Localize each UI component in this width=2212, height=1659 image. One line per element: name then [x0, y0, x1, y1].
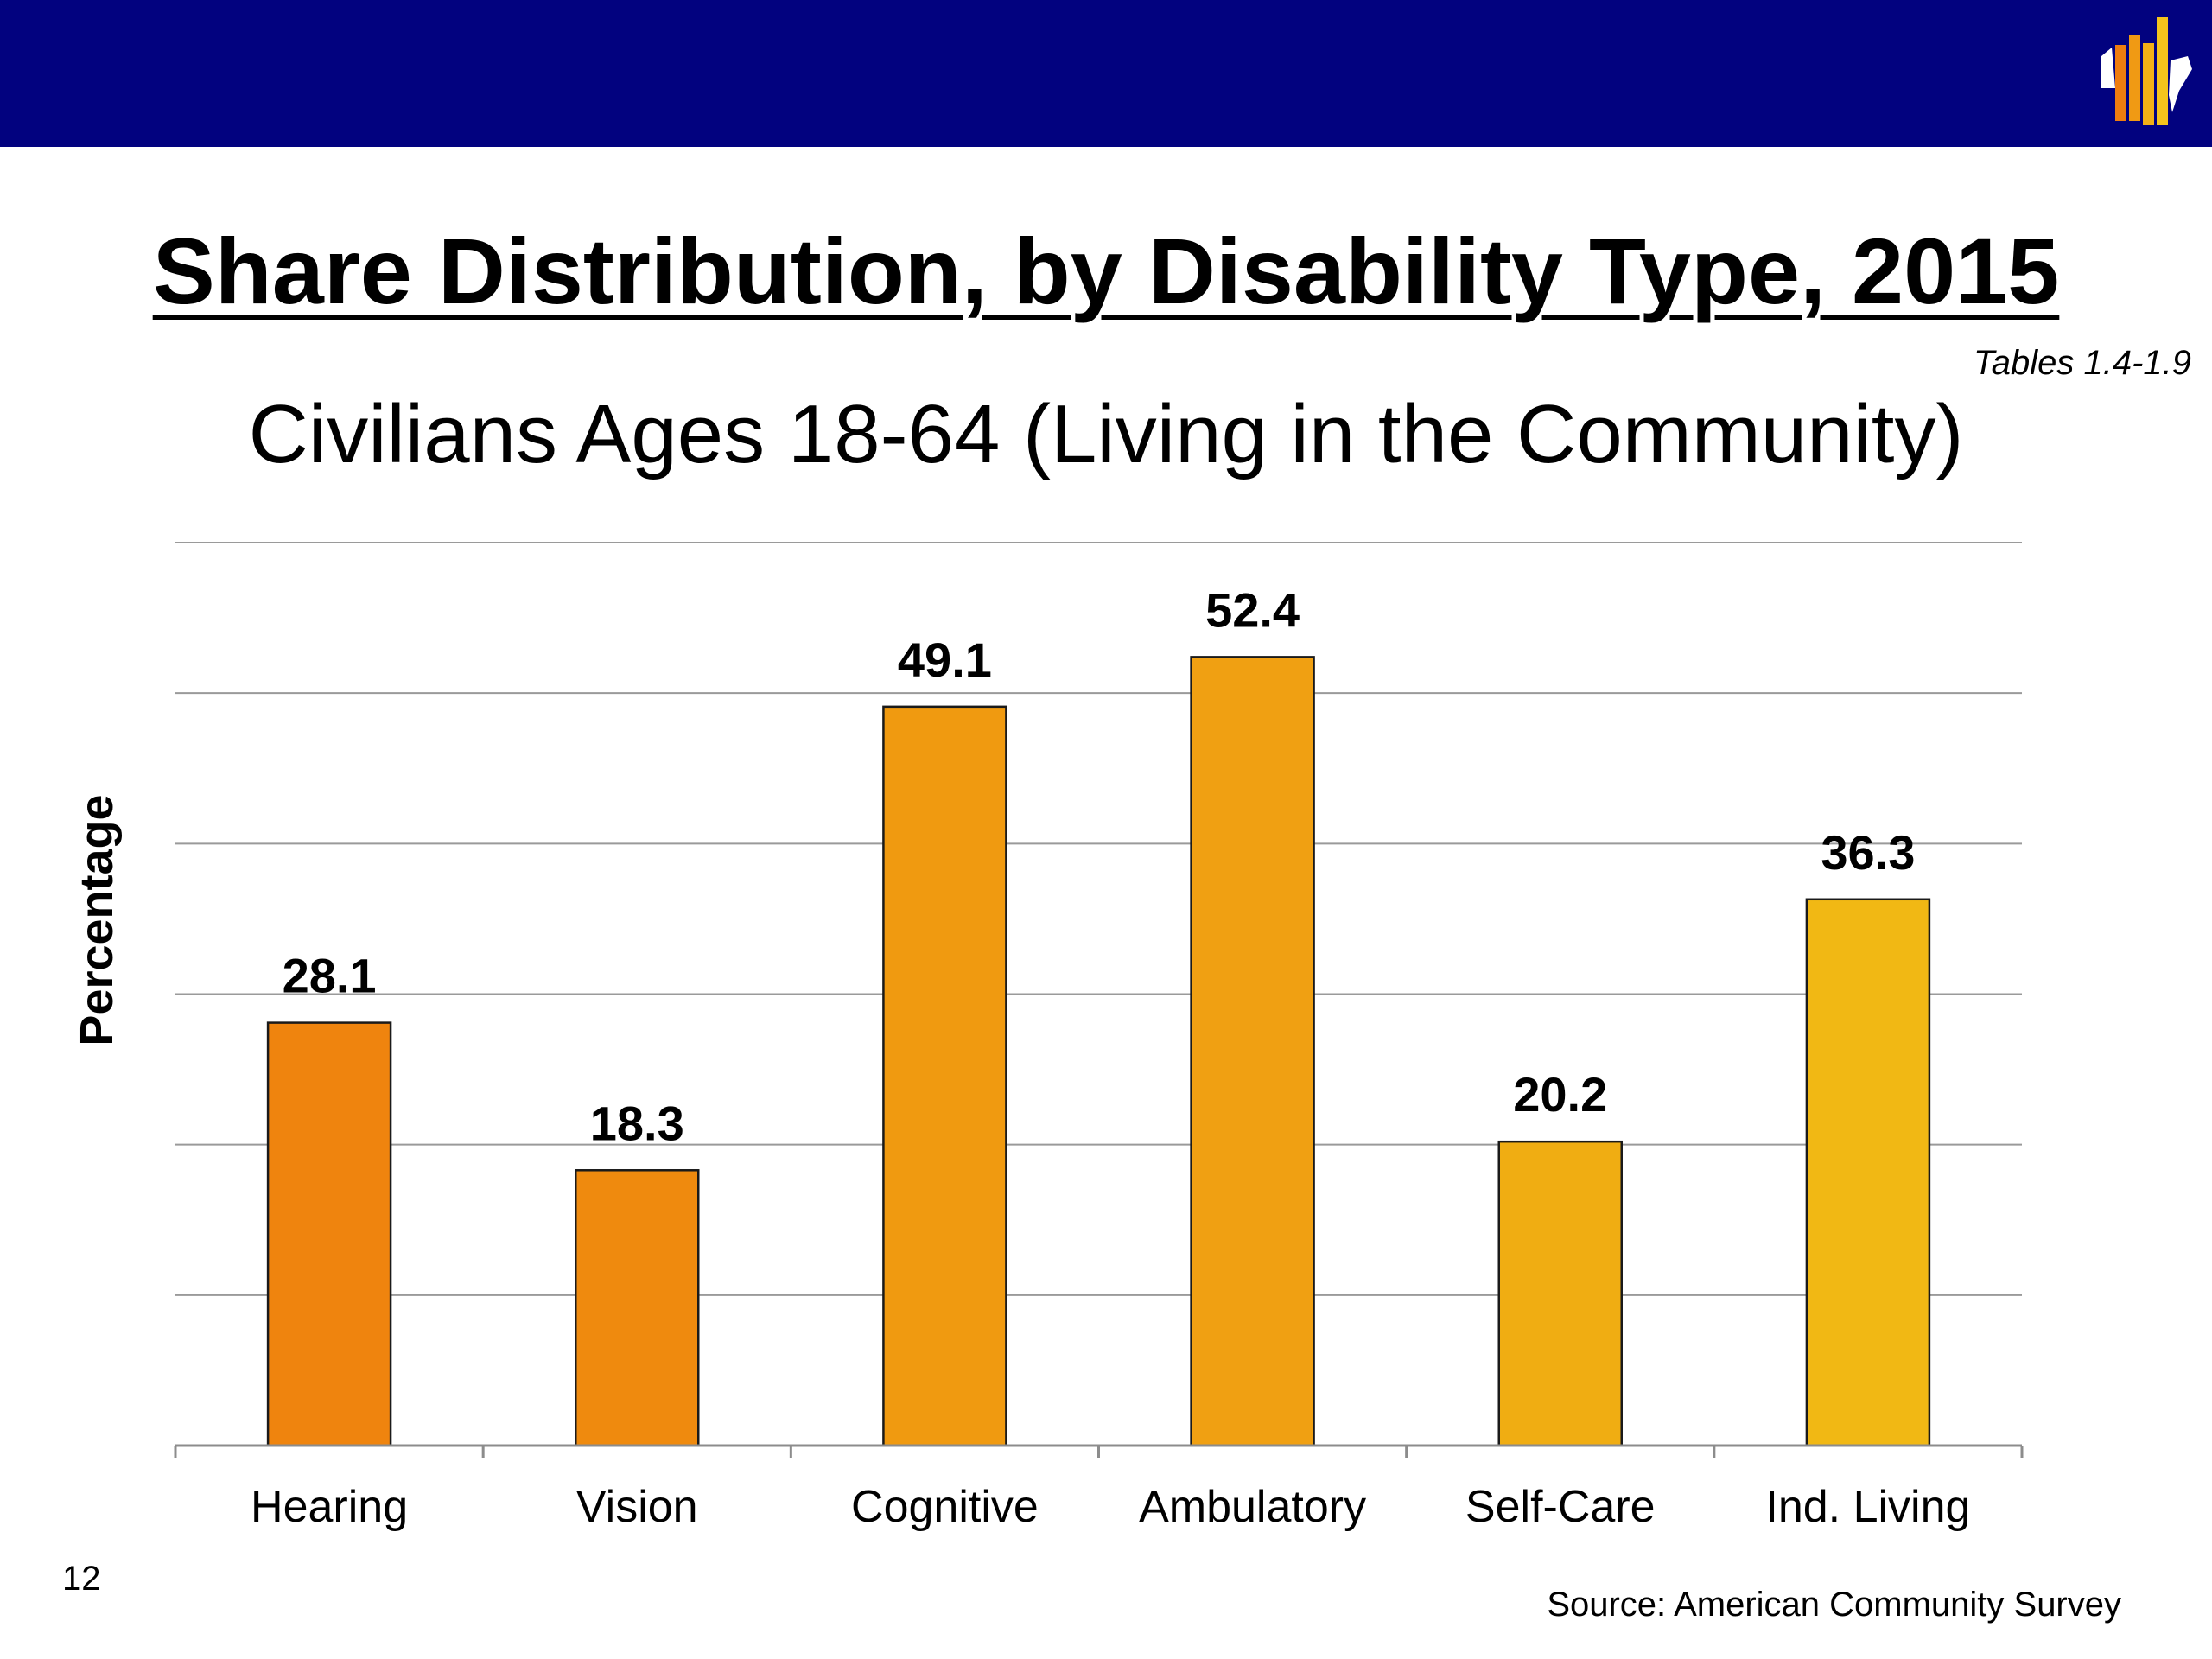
- bar-hearing: [266, 1021, 392, 1447]
- x-tick-label: Vision: [576, 1482, 698, 1532]
- x-tick-label: Cognitive: [851, 1482, 1039, 1532]
- bars: [266, 656, 1931, 1447]
- data-label: 18.3: [590, 1096, 684, 1150]
- gridlines: [175, 542, 2022, 1296]
- x-tick-label: Ambulatory: [1139, 1482, 1366, 1532]
- us-map-bar-chart-icon: [2101, 17, 2192, 125]
- data-label: 28.1: [283, 949, 377, 1003]
- x-tick-labels: Hearing Vision Cognitive Ambulatory Self-Car…: [251, 1482, 1970, 1532]
- data-label: 36.3: [1821, 825, 1915, 880]
- bar-ambulatory: [1190, 656, 1315, 1447]
- chart-subtitle: Civilians Ages 18-64 (Living in the Comm…: [248, 388, 1964, 480]
- data-label: 52.4: [1205, 582, 1300, 637]
- tables-reference: Tables 1.4-1.9: [1973, 344, 2191, 382]
- x-tick-label: Self-Care: [1465, 1482, 1656, 1532]
- bar-ind-living: [1805, 898, 1931, 1447]
- bar-self-care: [1497, 1140, 1623, 1447]
- slide-number: 12: [62, 1560, 101, 1598]
- data-label: 49.1: [898, 632, 992, 687]
- x-tick-label: Ind. Living: [1765, 1482, 1970, 1532]
- chart-title: Share Distribution, by Disability Type, …: [152, 219, 2060, 323]
- y-axis-title: Percentage: [71, 794, 123, 1046]
- bar-cognitive: [882, 705, 1007, 1447]
- data-labels: 28.1 18.3 49.1 52.4 20.2 36.3: [283, 582, 1916, 1150]
- source-note: Source: American Community Survey: [1547, 1586, 2121, 1624]
- data-label: 20.2: [1513, 1067, 1607, 1122]
- bar-vision: [575, 1169, 700, 1447]
- x-axis: [174, 1444, 2024, 1458]
- x-tick-label: Hearing: [251, 1482, 408, 1532]
- header-bar: [0, 0, 2212, 147]
